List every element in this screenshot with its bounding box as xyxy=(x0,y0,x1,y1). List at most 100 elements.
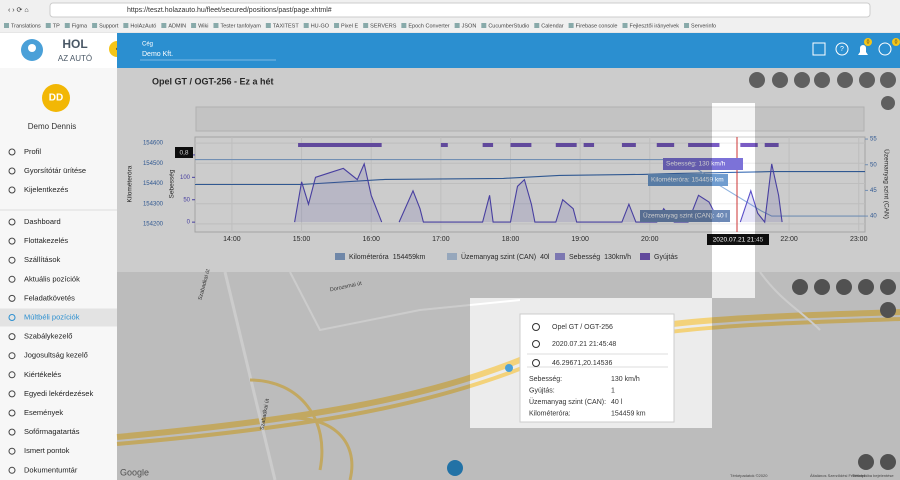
menu-item[interactable]: Sofőrmagatartás xyxy=(24,427,80,436)
menu-item[interactable]: Feladatkövetés xyxy=(24,293,75,302)
menu-button[interactable] xyxy=(881,96,895,110)
menu-item[interactable]: Kiértékelés xyxy=(24,370,61,379)
bookmark-icon xyxy=(622,23,628,28)
menu-item[interactable]: Események xyxy=(24,408,63,417)
bookmark[interactable]: TP xyxy=(53,23,60,29)
bookmark[interactable]: Tester tanfolyam xyxy=(220,23,261,29)
bookmark-icon xyxy=(64,23,70,28)
legend-label[interactable]: Gyújtás xyxy=(654,254,678,261)
map-control[interactable] xyxy=(836,279,852,295)
legend-label[interactable]: Üzemanyag szint (CAN) xyxy=(461,253,536,261)
user-icon[interactable] xyxy=(878,42,892,56)
menu-icon xyxy=(8,371,16,379)
bookmark[interactable]: Fejlesztői irányelvek xyxy=(630,23,680,29)
popup-key: Gyújtás: xyxy=(529,387,555,394)
nav-buttons[interactable]: ‹ › ⟳ ⌂ xyxy=(8,7,29,14)
ignition-bar xyxy=(764,143,779,147)
bookmark-icon xyxy=(92,23,98,28)
menu-item[interactable]: Szabálykezelő xyxy=(24,332,72,341)
map-control[interactable] xyxy=(858,279,874,295)
user-menu-item[interactable]: Profil xyxy=(24,147,41,156)
menu-item[interactable]: Egyedi lekérdezések xyxy=(24,389,93,398)
legend-label[interactable]: Sebesség xyxy=(569,254,600,261)
bookmark[interactable]: Support xyxy=(99,23,119,29)
x-tick-label: 14:00 xyxy=(223,236,241,243)
legend-label[interactable]: Kilométeróra xyxy=(349,254,389,261)
bookmark[interactable]: Wiki xyxy=(198,23,208,29)
map-control[interactable] xyxy=(880,279,896,295)
toolbar-button[interactable] xyxy=(814,72,830,88)
map-control[interactable] xyxy=(814,279,830,295)
bookmark[interactable]: HolAzAutó xyxy=(130,23,156,29)
locate-button[interactable] xyxy=(880,454,896,470)
popup-time: 2020.07.21 21:45:48 xyxy=(552,341,616,348)
bookmark[interactable]: Calendar xyxy=(541,23,563,29)
popup-key: Üzemanyag szint (CAN): xyxy=(529,398,606,406)
toolbar-button[interactable] xyxy=(749,72,765,88)
url-field[interactable] xyxy=(49,2,871,18)
menu-item[interactable]: Ismert pontok xyxy=(24,446,70,455)
active-item-bg xyxy=(0,308,117,327)
bookmark[interactable]: JSON xyxy=(462,23,477,29)
menu-item[interactable]: Múltbéli pozíciók xyxy=(24,312,80,321)
menu-item[interactable]: Dokumentumtár xyxy=(24,465,78,474)
menu-item[interactable]: Szállítások xyxy=(24,255,61,264)
bookmark[interactable]: Serverinfo xyxy=(691,23,716,29)
avatar-initials: DD xyxy=(49,93,63,104)
bookmark[interactable]: Pixel E xyxy=(341,23,358,29)
x-tick-label: 20:00 xyxy=(641,236,659,243)
help-icon[interactable] xyxy=(835,42,849,56)
menu-icon xyxy=(8,447,16,455)
navigator[interactable] xyxy=(195,106,865,132)
map-attribution[interactable]: Általános Szerződési Feltételek xyxy=(810,473,866,478)
bookmark-icon xyxy=(213,23,219,28)
company-select[interactable]: Demo Kft. xyxy=(142,51,173,58)
bookmark-icon xyxy=(4,23,9,28)
bookmark[interactable]: Figma xyxy=(72,23,88,29)
map-background[interactable] xyxy=(117,272,900,480)
map-attribution[interactable]: Térképhiba bejelentése xyxy=(852,473,894,478)
bookmark[interactable]: TAXITEST xyxy=(273,23,300,29)
vehicle-marker[interactable] xyxy=(505,364,513,372)
notification-icon[interactable] xyxy=(858,45,868,55)
bookmark[interactable]: HU-GO xyxy=(311,23,330,29)
zoom-out[interactable] xyxy=(880,302,896,318)
toolbar-button[interactable] xyxy=(837,72,853,88)
bookmark-icon xyxy=(265,23,271,28)
ignition-bar xyxy=(656,143,675,147)
x-tick-label: 15:00 xyxy=(293,236,311,243)
series-line xyxy=(195,159,865,217)
settings-button[interactable] xyxy=(447,460,463,476)
menu-icon xyxy=(8,237,16,245)
menu-icon xyxy=(8,275,16,283)
bookmark[interactable]: ADMIN xyxy=(168,23,186,29)
bookmark[interactable]: SERVERS xyxy=(370,23,397,29)
user-name[interactable]: Demo Dennis xyxy=(28,122,76,131)
info-popup xyxy=(519,313,675,423)
toolbar-button[interactable] xyxy=(880,72,896,88)
map-control[interactable] xyxy=(792,279,808,295)
y3-tick-label: 100 xyxy=(180,175,191,181)
bookmark[interactable]: Translations xyxy=(11,23,41,29)
menu-item[interactable]: Flottakezelés xyxy=(24,236,68,245)
menu-item[interactable]: Aktuális pozíciók xyxy=(24,274,80,283)
bookmark[interactable]: Firebase console xyxy=(576,23,618,29)
bookmark[interactable]: Epoch Converter xyxy=(408,23,449,29)
legend-swatch xyxy=(555,253,565,260)
bookmark[interactable]: CucumberStudio xyxy=(488,23,529,29)
toolbar-button[interactable] xyxy=(794,72,810,88)
toolbar-button[interactable] xyxy=(859,72,875,88)
tooltip-bg xyxy=(648,174,728,186)
user-menu-item[interactable]: Gyorsítótár ürítése xyxy=(24,166,86,175)
bookmark-icon xyxy=(534,23,540,28)
menu-item[interactable]: Jogosultság kezelő xyxy=(24,351,88,360)
bookmark-icon xyxy=(303,23,309,28)
menu-item[interactable]: Dashboard xyxy=(24,217,61,226)
dashboard-icon[interactable] xyxy=(812,42,826,56)
user-menu-item[interactable]: Kijelentkezés xyxy=(24,185,68,194)
y2-tick-label: 45 xyxy=(870,188,877,194)
y3-tick-label: 0 xyxy=(187,220,191,226)
toolbar-button[interactable] xyxy=(772,72,788,88)
layers-button[interactable] xyxy=(858,454,874,470)
